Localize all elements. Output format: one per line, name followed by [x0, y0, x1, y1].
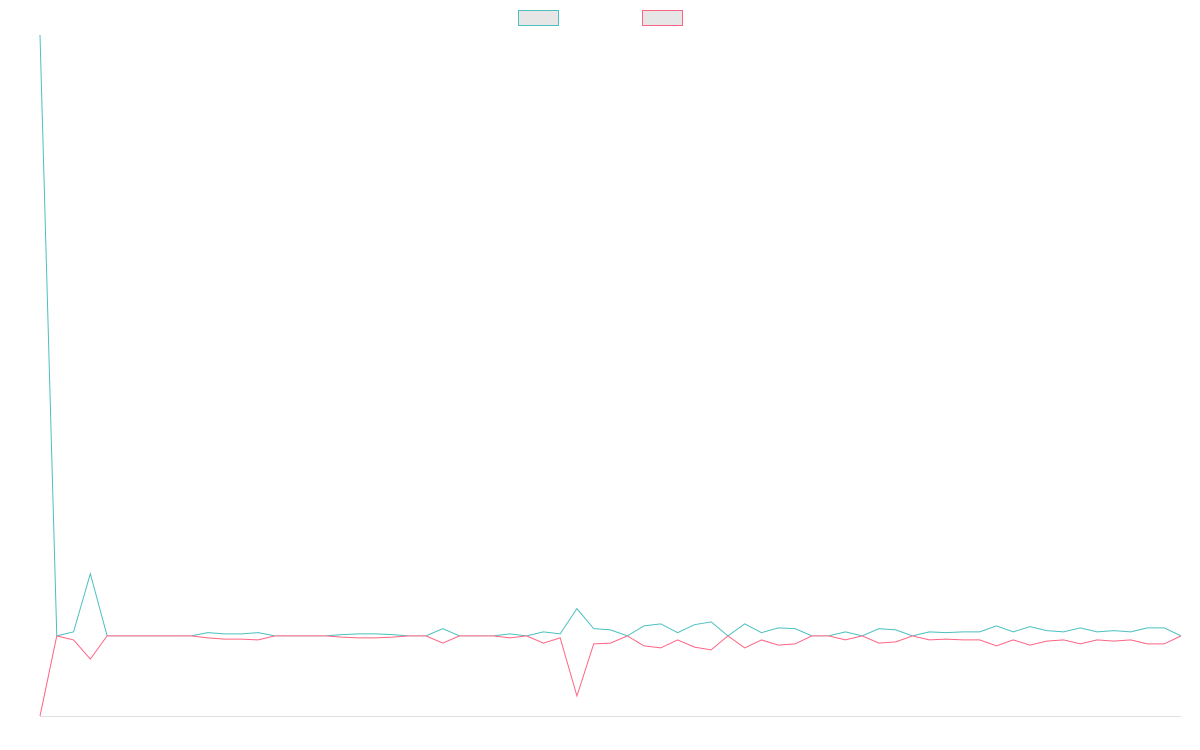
- series-line: [39, 635, 1182, 717]
- legend-swatch: [518, 10, 559, 26]
- series-line: [39, 34, 1182, 637]
- legend-swatch: [642, 10, 683, 26]
